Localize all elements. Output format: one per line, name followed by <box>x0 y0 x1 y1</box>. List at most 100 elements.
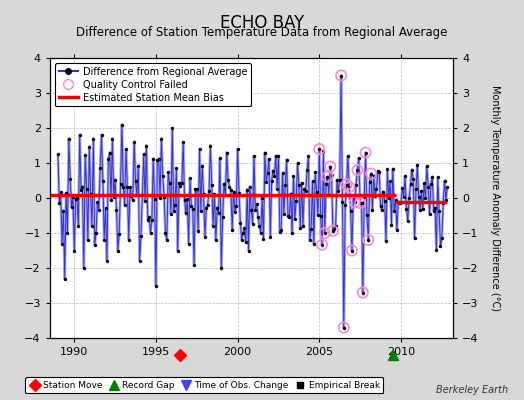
Point <box>259 236 268 242</box>
Point <box>322 180 330 187</box>
Point <box>296 225 304 231</box>
Point <box>240 225 248 232</box>
Point <box>122 146 130 152</box>
Point <box>166 180 174 186</box>
Point <box>359 289 367 296</box>
Point <box>337 72 345 79</box>
Point <box>403 218 412 224</box>
Point <box>232 203 241 210</box>
Point <box>425 211 434 218</box>
Point <box>427 181 435 188</box>
Point <box>281 182 289 188</box>
Point <box>258 194 266 201</box>
Point <box>74 223 83 229</box>
Point <box>97 132 106 138</box>
Point <box>282 156 291 163</box>
Point <box>144 217 152 223</box>
Point <box>148 216 156 223</box>
Point <box>235 190 243 196</box>
Point <box>323 174 332 180</box>
Point <box>182 210 190 216</box>
Point <box>421 195 430 202</box>
Point <box>248 220 257 227</box>
Point <box>372 186 380 192</box>
Point <box>243 186 252 193</box>
Point <box>334 188 343 194</box>
Point <box>353 167 362 173</box>
Point <box>402 206 411 212</box>
Point <box>133 192 141 198</box>
Point <box>112 207 121 213</box>
Point <box>270 172 279 179</box>
Point <box>408 166 416 173</box>
Point <box>216 155 224 162</box>
Point <box>318 242 326 248</box>
Point <box>315 146 323 152</box>
Point <box>329 228 337 234</box>
Point <box>397 199 405 206</box>
Point <box>110 194 118 200</box>
Point <box>102 205 110 211</box>
Point <box>191 186 200 193</box>
Point <box>145 214 154 220</box>
Point <box>250 153 258 159</box>
Point <box>351 199 359 206</box>
Point <box>432 247 441 254</box>
Point <box>307 226 315 232</box>
Point <box>376 203 385 209</box>
Point <box>355 155 363 162</box>
Point <box>424 184 432 190</box>
Point <box>231 209 239 215</box>
Point <box>340 324 348 331</box>
Point <box>203 201 212 208</box>
Point <box>406 180 414 187</box>
Point <box>304 153 313 159</box>
Point <box>423 163 431 170</box>
Point <box>326 163 334 170</box>
Point <box>219 214 227 220</box>
Point <box>75 132 84 138</box>
Point <box>234 146 242 152</box>
Point <box>172 165 181 172</box>
Point <box>344 153 352 159</box>
Point <box>105 149 114 156</box>
Point <box>342 181 351 188</box>
Point <box>156 194 164 201</box>
Point <box>264 170 272 176</box>
Point <box>335 176 344 183</box>
Point <box>176 182 184 189</box>
Point <box>360 194 368 201</box>
Point <box>428 174 436 180</box>
Point <box>213 204 222 211</box>
Point <box>385 194 393 201</box>
Point <box>125 237 133 243</box>
Point <box>442 197 450 203</box>
Point <box>160 194 168 200</box>
Point <box>260 149 269 156</box>
Point <box>58 240 66 247</box>
Point <box>321 230 329 236</box>
Text: Difference of Station Temperature Data from Regional Average: Difference of Station Temperature Data f… <box>77 26 447 39</box>
Point <box>200 191 208 198</box>
Point <box>294 182 303 188</box>
Point <box>127 192 136 199</box>
Point <box>150 196 159 202</box>
Point <box>380 198 389 204</box>
Point <box>374 168 382 174</box>
Point <box>308 178 316 184</box>
Point <box>389 166 397 172</box>
Point <box>323 174 332 180</box>
Point <box>68 204 76 210</box>
Point <box>341 202 350 208</box>
Point <box>92 230 100 236</box>
Point <box>353 167 362 173</box>
Point <box>420 180 428 187</box>
Point <box>220 180 228 187</box>
Point <box>326 163 334 170</box>
Point <box>284 213 292 220</box>
Point <box>318 242 326 248</box>
Point <box>412 186 420 193</box>
Point <box>267 178 276 184</box>
Point <box>57 189 65 195</box>
Point <box>164 169 172 176</box>
